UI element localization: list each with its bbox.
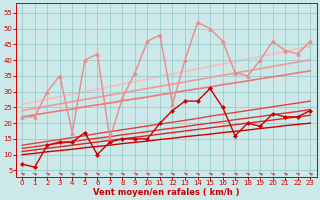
Text: →: → [31, 170, 38, 176]
Text: →: → [94, 170, 100, 176]
Text: →: → [194, 170, 201, 176]
Text: →: → [119, 170, 126, 176]
Text: →: → [44, 170, 51, 176]
Text: →: → [207, 170, 213, 176]
Text: →: → [57, 170, 63, 176]
Text: →: → [244, 170, 251, 176]
Text: →: → [157, 170, 163, 176]
Text: →: → [182, 170, 188, 176]
Text: →: → [282, 170, 288, 176]
Text: →: → [232, 170, 238, 176]
Text: →: → [19, 170, 26, 176]
Text: →: → [169, 170, 176, 176]
Text: →: → [257, 170, 263, 176]
Text: →: → [269, 170, 276, 176]
Text: →: → [294, 170, 301, 176]
Text: →: → [82, 170, 88, 176]
Text: →: → [219, 170, 226, 176]
Text: →: → [307, 170, 314, 176]
Text: →: → [144, 170, 151, 176]
X-axis label: Vent moyen/en rafales ( km/h ): Vent moyen/en rafales ( km/h ) [93, 188, 239, 197]
Text: →: → [132, 170, 138, 176]
Text: →: → [107, 170, 113, 176]
Text: →: → [69, 170, 76, 176]
